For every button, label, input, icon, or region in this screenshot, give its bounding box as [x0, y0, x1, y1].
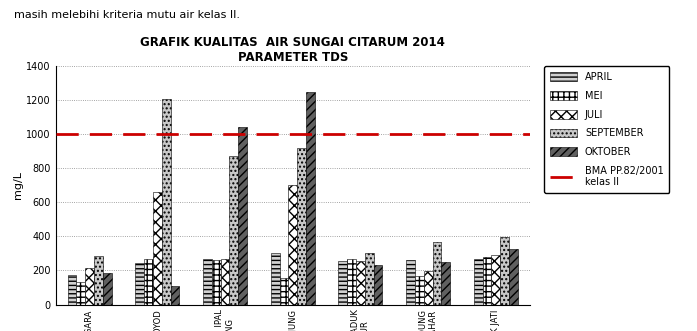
Bar — [221, 259, 229, 305]
Bar — [374, 265, 383, 305]
Bar — [297, 148, 306, 305]
Bar — [365, 253, 374, 305]
Bar — [339, 261, 347, 305]
Bar — [77, 282, 85, 305]
Bar — [153, 192, 162, 305]
Bar — [144, 259, 153, 305]
Bar — [433, 242, 441, 305]
Bar — [103, 273, 112, 305]
Bar — [289, 185, 297, 305]
Bar — [347, 260, 356, 305]
Legend: APRIL, MEI, JULI, SEPTEMBER, OKTOBER, BMA PP.82/2001
kelas II: APRIL, MEI, JULI, SEPTEMBER, OKTOBER, BM… — [544, 66, 670, 193]
Bar — [509, 249, 518, 305]
Bar — [482, 257, 491, 305]
Bar — [306, 92, 315, 305]
Bar — [279, 278, 289, 305]
Bar — [356, 261, 365, 305]
Bar — [85, 268, 94, 305]
Bar — [229, 157, 238, 305]
Y-axis label: mg/L: mg/L — [13, 171, 24, 199]
Bar — [203, 259, 212, 305]
Bar — [441, 262, 450, 305]
Bar — [94, 256, 103, 305]
Bar — [171, 286, 179, 305]
Bar — [238, 127, 247, 305]
Bar — [415, 276, 424, 305]
Bar — [474, 260, 482, 305]
Title: GRAFIK KUALITAS  AIR SUNGAI CITARUM 2014
PARAMETER TDS: GRAFIK KUALITAS AIR SUNGAI CITARUM 2014 … — [140, 36, 445, 64]
Bar — [135, 263, 144, 305]
Text: masih melebihi kriteria mutu air kelas II.: masih melebihi kriteria mutu air kelas I… — [14, 10, 240, 20]
Bar — [68, 275, 77, 305]
Bar — [406, 260, 415, 305]
Bar — [500, 237, 509, 305]
Bar — [491, 255, 500, 305]
Bar — [212, 260, 221, 305]
Bar — [162, 99, 171, 305]
Bar — [270, 253, 279, 305]
Bar — [424, 271, 433, 305]
